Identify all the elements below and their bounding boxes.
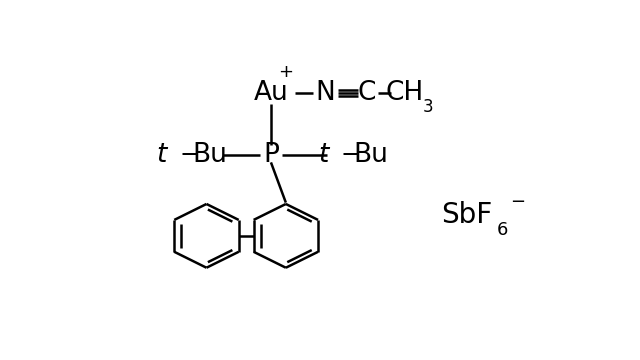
Text: Bu: Bu — [193, 143, 227, 168]
Text: 3: 3 — [423, 98, 433, 116]
Text: −: − — [340, 144, 360, 167]
Text: C: C — [358, 80, 376, 106]
Text: t: t — [157, 143, 167, 168]
Text: −: − — [510, 193, 525, 211]
Text: CH: CH — [386, 80, 424, 106]
Text: Bu: Bu — [354, 143, 388, 168]
Text: P: P — [263, 143, 279, 168]
Text: −: − — [179, 144, 199, 167]
Text: N: N — [316, 80, 335, 106]
Text: 6: 6 — [497, 221, 508, 239]
Text: t: t — [318, 143, 328, 168]
Text: SbF: SbF — [441, 201, 493, 229]
Text: +: + — [278, 63, 293, 81]
Text: Au: Au — [253, 80, 289, 106]
